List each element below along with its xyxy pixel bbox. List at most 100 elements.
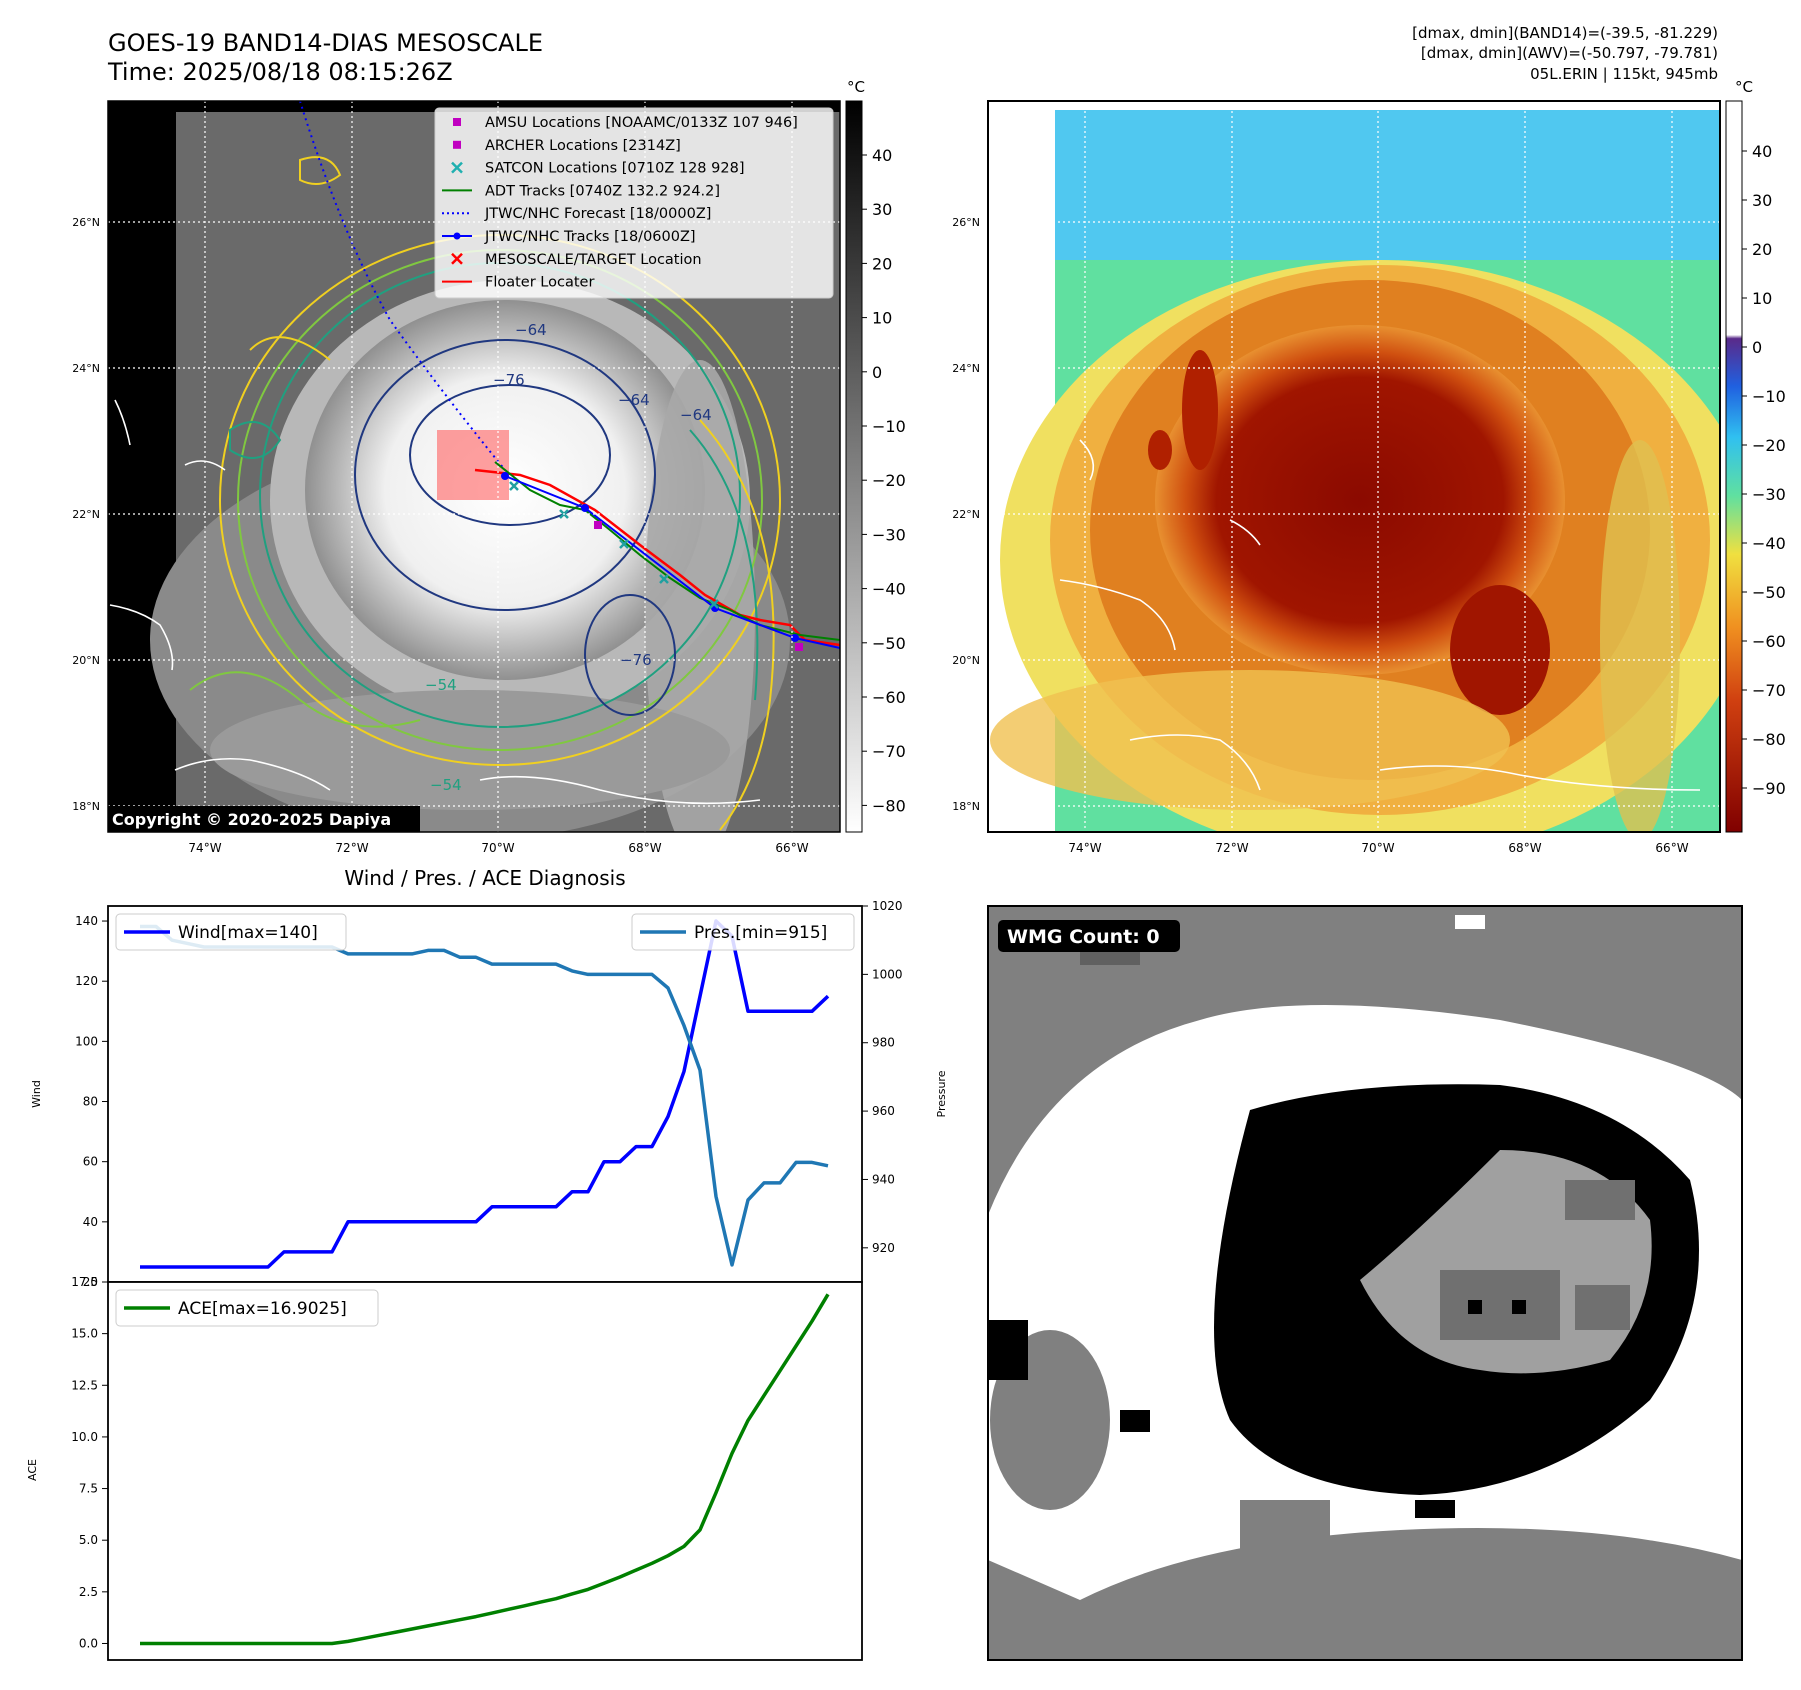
legend-marker [453, 140, 461, 149]
ace-tick-label: 10.0 [71, 1430, 98, 1444]
lon-tick-label: 74°W [1068, 841, 1101, 855]
lat-tick-label: 24°N [72, 362, 100, 375]
pressure-axis-label: Pressure [935, 1070, 948, 1117]
legend-item: Floater Locater [442, 275, 594, 291]
legend-label: JTWC/NHC Forecast [18/0000Z] [484, 206, 711, 222]
legend-label: MESOSCALE/TARGET Location [485, 252, 702, 268]
stats-line1: [dmax, dmin](BAND14)=(-39.5, -81.229) [1412, 24, 1718, 42]
contour-label: −64 [680, 406, 712, 424]
colorbar-tick-label: 30 [1752, 191, 1772, 210]
ace-tick-label: 2.5 [79, 1585, 98, 1599]
pressure-tick-label: 1020 [872, 899, 903, 913]
legend-item: JTWC/NHC Forecast [18/0000Z] [442, 206, 711, 222]
diagnosis-title: Wind / Pres. / ACE Diagnosis [344, 866, 625, 890]
legend-marker [453, 118, 461, 126]
lat-tick-label: 18°N [72, 800, 100, 813]
legend-label: SATCON Locations [0710Z 128 928] [485, 161, 744, 177]
contour-label: −76 [493, 371, 525, 389]
colorbar-tick-label: −60 [1752, 632, 1786, 651]
legend-label: ADT Tracks [0740Z 132.2 924.2] [485, 183, 720, 199]
colorbar-tick-label: 20 [1752, 240, 1772, 259]
legend-label: AMSU Locations [NOAAMC/0133Z 107 946] [485, 115, 798, 131]
colorbar-tick-label: −20 [872, 471, 906, 490]
wind-tick-label: 60 [83, 1155, 98, 1169]
pressure-tick-label: 980 [872, 1036, 895, 1050]
ace-axis-label: ACE [26, 1459, 39, 1481]
legend-item: ARCHER Locations [2314Z] [453, 138, 681, 154]
colorbar-tick-label: −80 [872, 796, 906, 815]
pressure-legend: Pres.[min=915] [631, 913, 855, 951]
ir-colorbar: °C 40 30 20 10 0 −10 −20 −30 −40 −50 −60 −70 −80 [845, 78, 906, 833]
legend-item: MESOSCALE/TARGET Location [451, 252, 702, 268]
lat-tick-label: 24°N [952, 362, 980, 375]
colorbar-tick-label: −40 [1752, 534, 1786, 553]
wind-tick-label: 100 [75, 1034, 98, 1048]
wind-tick-label: 140 [75, 914, 98, 928]
ir-legend: AMSU Locations [NOAAMC/0133Z 107 946] ARC… [434, 107, 834, 299]
pressure-tick-label: 1000 [872, 967, 903, 981]
ace-tick-label: 17.5 [71, 1275, 98, 1289]
legend-marker [453, 232, 461, 240]
pressure-tick-label: 940 [872, 1172, 895, 1186]
wmg-count-badge: WMG Count: 0 [1007, 926, 1160, 948]
colorbar-tick-label: 30 [872, 200, 892, 219]
lon-tick-label: 72°W [1215, 841, 1248, 855]
colorbar-tick-label: 40 [872, 146, 892, 165]
wind-axis-label: Wind [30, 1080, 43, 1108]
colorbar-tick-label: −70 [1752, 681, 1786, 700]
legend-marker [451, 252, 463, 265]
wind-legend-label: Wind[max=140] [178, 923, 318, 943]
ace-tick-label: 0.0 [79, 1636, 98, 1650]
colorbar-tick-label: −10 [1752, 387, 1786, 406]
ir-colorbar-unit: °C [847, 78, 865, 96]
colorbar-tick-label: 10 [1752, 289, 1772, 308]
lat-tick-label: 20°N [952, 654, 980, 667]
figure-title-line2: Time: 2025/08/18 08:15:26Z [107, 58, 453, 86]
lon-tick-label: 68°W [628, 841, 661, 855]
wmg-panel: WMG Count: 0 [987, 905, 1743, 1661]
ir-panel: −64 −76 −64 −64 −76 −54 −54 −54 AMSU Loc… [72, 100, 841, 855]
copyright-text: Copyright © 2020-2025 Dapiya [112, 810, 391, 829]
lat-tick-label: 22°N [72, 508, 100, 521]
contour-label: −76 [620, 651, 652, 669]
ace-tick-label: 7.5 [79, 1482, 98, 1496]
colorbar-tick-label: 10 [872, 309, 892, 328]
colorbar-tick-label: 0 [872, 363, 882, 382]
lon-tick-label: 74°W [188, 841, 221, 855]
wind-legend: Wind[max=140] [115, 913, 347, 951]
lat-tick-label: 22°N [952, 508, 980, 521]
legend-item: AMSU Locations [NOAAMC/0133Z 107 946] [453, 115, 798, 131]
contour-label: −54 [430, 776, 462, 794]
lon-tick-label: 72°W [335, 841, 368, 855]
colorbar-tick-label: −20 [1752, 436, 1786, 455]
stats-line2: [dmax, dmin](AWV)=(-50.797, -79.781) [1421, 44, 1718, 62]
colorbar-tick-label: −50 [1752, 583, 1786, 602]
pressure-tick-label: 960 [872, 1104, 895, 1118]
colorbar-tick-label: −30 [1752, 485, 1786, 504]
colorbar-tick-label: −40 [872, 580, 906, 599]
legend-label: Floater Locater [485, 275, 594, 291]
ace-legend: ACE[max=16.9025] [115, 1289, 379, 1327]
wind-pressure-chart: 20 40 60 80 100 120 140 920 940 960 980 1000 1020 W… [30, 899, 948, 1289]
stats-line3: 05L.ERIN | 115kt, 945mb [1530, 65, 1718, 83]
contour-label: −54 [425, 676, 457, 694]
colorbar-tick-label: −90 [1752, 779, 1786, 798]
lon-tick-label: 68°W [1508, 841, 1541, 855]
awv-colorbar: °C 40 30 20 10 0 −10 −20 −30 −40 −50 −60 −70 −80 −90 [1725, 78, 1786, 833]
lat-tick-label: 26°N [72, 216, 100, 229]
colorbar-tick-label: −50 [872, 634, 906, 653]
ace-tick-label: 12.5 [71, 1378, 98, 1392]
contour-label: −64 [618, 391, 650, 409]
colorbar-tick-label: −60 [872, 688, 906, 707]
ace-chart: 0.0 2.5 5.0 7.5 10.0 12.5 15.0 17.5 ACE ACE[max… [26, 1275, 863, 1661]
mesoscale-target-box [437, 430, 509, 500]
pressure-legend-label: Pres.[min=915] [694, 923, 827, 943]
colorbar-tick-label: 40 [1752, 142, 1772, 161]
legend-item: SATCON Locations [0710Z 128 928] [451, 161, 744, 177]
wind-tick-label: 120 [75, 974, 98, 988]
ace-tick-label: 15.0 [71, 1327, 98, 1341]
figure-title-line1: GOES-19 BAND14-DIAS MESOSCALE [108, 29, 543, 57]
lat-tick-label: 26°N [952, 216, 980, 229]
legend-marker [451, 161, 463, 174]
wind-tick-label: 40 [83, 1215, 98, 1229]
